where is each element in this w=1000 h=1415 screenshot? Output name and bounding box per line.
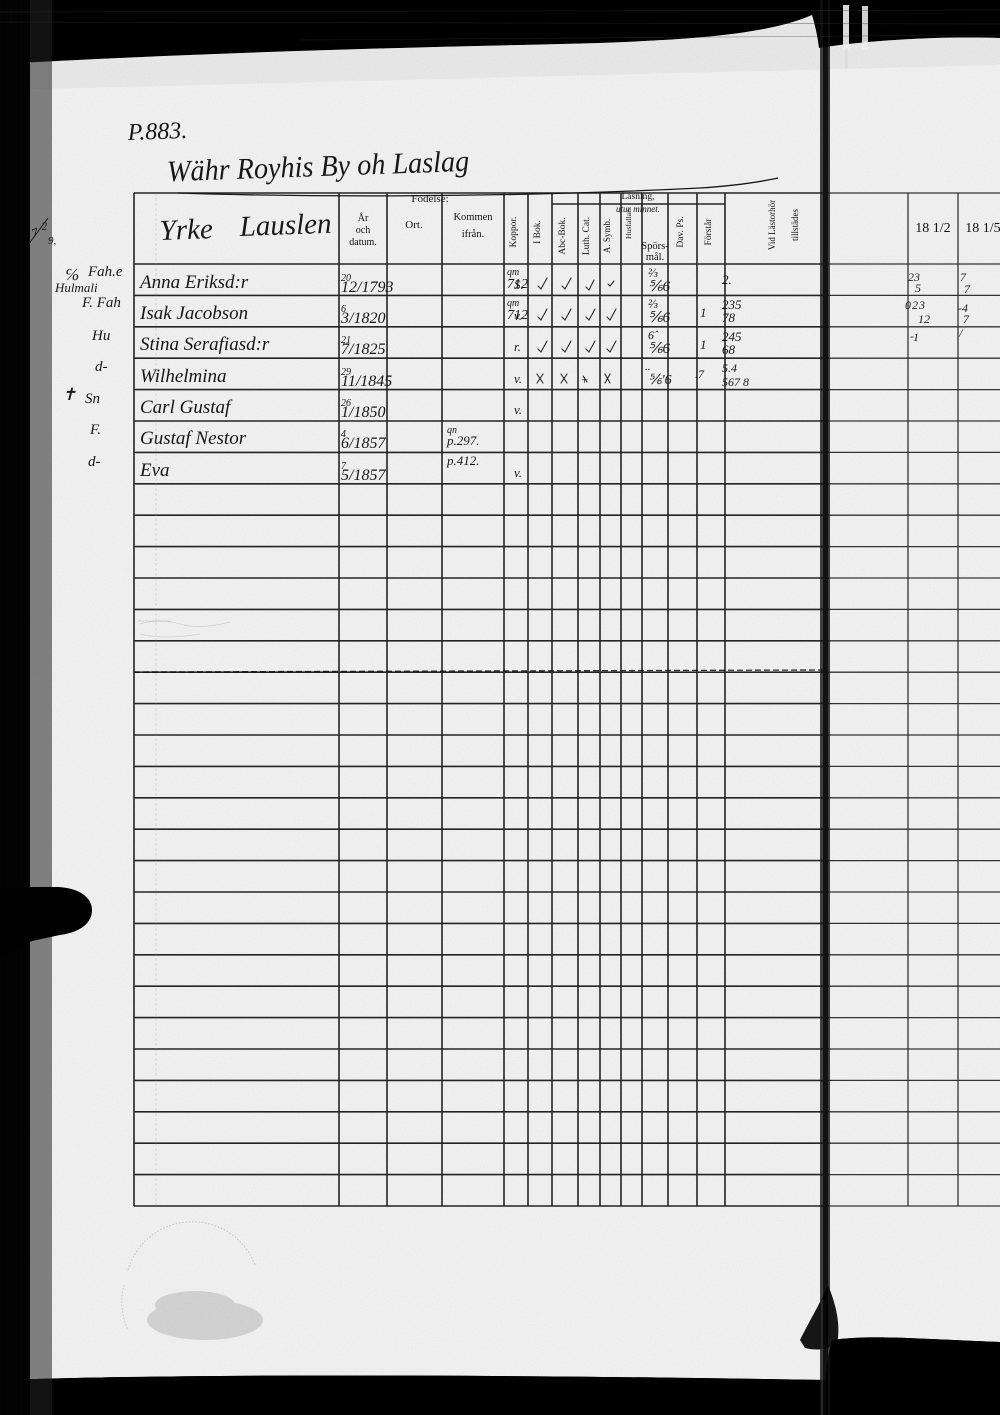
svg-text:P.883.: P.883. bbox=[126, 118, 187, 146]
svg-text:v.: v. bbox=[514, 465, 522, 480]
svg-text:Isak Jacobson: Isak Jacobson bbox=[139, 303, 248, 324]
svg-text:Dav. Ps.: Dav. Ps. bbox=[676, 216, 686, 247]
svg-text:Hu: Hu bbox=[91, 328, 110, 344]
svg-text:⅔: ⅔ bbox=[648, 265, 658, 280]
svg-text:Spörs-: Spörs- bbox=[641, 241, 669, 252]
svg-text:7: 7 bbox=[964, 282, 971, 296]
svg-text:1: 1 bbox=[913, 330, 919, 344]
svg-text:och: och bbox=[356, 225, 370, 236]
svg-text:Fah.e: Fah.e bbox=[87, 264, 123, 280]
svg-text:✝: ✝ bbox=[62, 385, 76, 404]
svg-text:ifrån.: ifrån. bbox=[462, 229, 484, 240]
svg-text:v.: v. bbox=[514, 308, 522, 323]
svg-text:Sn: Sn bbox=[85, 391, 100, 407]
svg-text:11/1845: 11/1845 bbox=[341, 373, 392, 390]
svg-text:Förstår: Förstår bbox=[703, 218, 714, 246]
svg-text:78: 78 bbox=[722, 310, 736, 325]
svg-text:⅚6: ⅚6 bbox=[648, 341, 671, 357]
svg-text:datum.: datum. bbox=[349, 237, 377, 248]
svg-text:7: 7 bbox=[963, 312, 970, 326]
svg-text:I Bok.: I Bok. bbox=[533, 220, 543, 244]
svg-text:Stina Serafiasd:r: Stina Serafiasd:r bbox=[140, 334, 270, 355]
svg-text:v.: v. bbox=[514, 402, 522, 417]
svg-text:utur minnet.: utur minnet. bbox=[616, 204, 660, 214]
svg-text:567 8: 567 8 bbox=[722, 375, 749, 389]
svg-text:p.297.: p.297. bbox=[446, 433, 480, 448]
svg-text:7/1825: 7/1825 bbox=[341, 341, 385, 358]
svg-text:1: 1 bbox=[700, 337, 707, 352]
svg-text:Abc-Bok.: Abc-Bok. bbox=[558, 217, 568, 254]
svg-text:r.: r. bbox=[514, 339, 521, 354]
svg-text:Lauslen: Lauslen bbox=[238, 208, 332, 243]
svg-text:9,: 9, bbox=[48, 235, 57, 247]
svg-text:v.: v. bbox=[514, 371, 522, 386]
svg-text:F. Fah: F. Fah bbox=[81, 295, 121, 311]
svg-text:18 1/2: 18 1/2 bbox=[915, 221, 950, 236]
svg-text:Koppor.: Koppor. bbox=[509, 217, 519, 248]
svg-text:2.: 2. bbox=[722, 272, 732, 287]
svg-text:5/1857: 5/1857 bbox=[341, 467, 386, 484]
svg-text:d-: d- bbox=[88, 454, 101, 470]
svg-text:6/1857: 6/1857 bbox=[341, 435, 386, 452]
svg-text:⅚'6: ⅚'6 bbox=[648, 373, 672, 388]
svg-text:Anna Eriksd:r: Anna Eriksd:r bbox=[138, 272, 249, 293]
svg-text:+: + bbox=[581, 372, 588, 387]
svg-text:tillstädes: tillstädes bbox=[790, 209, 800, 241]
svg-text:Kommen: Kommen bbox=[453, 212, 493, 223]
svg-text:1/1850: 1/1850 bbox=[341, 404, 385, 421]
svg-text:Läsning,: Läsning, bbox=[622, 192, 655, 202]
svg-text:6ˆ: 6ˆ bbox=[648, 328, 659, 342]
svg-text:Ort.: Ort. bbox=[405, 219, 423, 231]
svg-text:..: .. bbox=[645, 361, 651, 373]
svg-text:⅔: ⅔ bbox=[648, 296, 658, 311]
svg-text:Yrke: Yrke bbox=[159, 213, 213, 247]
svg-text:mål.: mål. bbox=[646, 252, 664, 263]
svg-text:År: År bbox=[358, 212, 369, 224]
svg-text:A. Symb.: A. Symb. bbox=[602, 219, 612, 253]
svg-text:1: 1 bbox=[700, 305, 707, 320]
svg-text:5.4: 5.4 bbox=[722, 361, 737, 375]
svg-text:12: 12 bbox=[918, 312, 930, 326]
svg-text:Hulmali: Hulmali bbox=[54, 280, 98, 295]
svg-text:Eva: Eva bbox=[139, 460, 170, 481]
svg-text:⅚6: ⅚6 bbox=[648, 279, 671, 295]
svg-text:Währ Royhis By oh Laslag: Währ Royhis By oh Laslag bbox=[166, 145, 469, 189]
svg-text:Wilhelmina: Wilhelmina bbox=[140, 366, 227, 387]
svg-text:12/1793: 12/1793 bbox=[341, 279, 393, 296]
svg-text:Luth. Cat.: Luth. Cat. bbox=[582, 217, 592, 255]
svg-text:p.412.: p.412. bbox=[446, 453, 480, 468]
svg-text:.7: .7 bbox=[695, 367, 705, 381]
svg-text:5: 5 bbox=[915, 281, 921, 295]
svg-text:F.: F. bbox=[89, 422, 101, 438]
svg-text:Vid Lästorhör: Vid Lästorhör bbox=[767, 200, 777, 250]
svg-text:18 1/5: 18 1/5 bbox=[965, 221, 1000, 236]
svg-text:0 2 3: 0 2 3 bbox=[905, 298, 925, 312]
svg-text:3/1820: 3/1820 bbox=[340, 310, 385, 327]
svg-text:Carl Gustaf: Carl Gustaf bbox=[140, 397, 233, 418]
svg-text:d-: d- bbox=[95, 359, 108, 375]
svg-text:68: 68 bbox=[722, 342, 736, 357]
svg-text:⅚6: ⅚6 bbox=[648, 310, 671, 326]
svg-text:Födelse:: Födelse: bbox=[411, 193, 448, 205]
svg-text:7: 7 bbox=[29, 224, 40, 240]
svg-text:S.: S. bbox=[514, 277, 524, 292]
svg-text:Husfallan: Husfallan bbox=[624, 209, 633, 239]
svg-text:/: / bbox=[958, 326, 964, 340]
